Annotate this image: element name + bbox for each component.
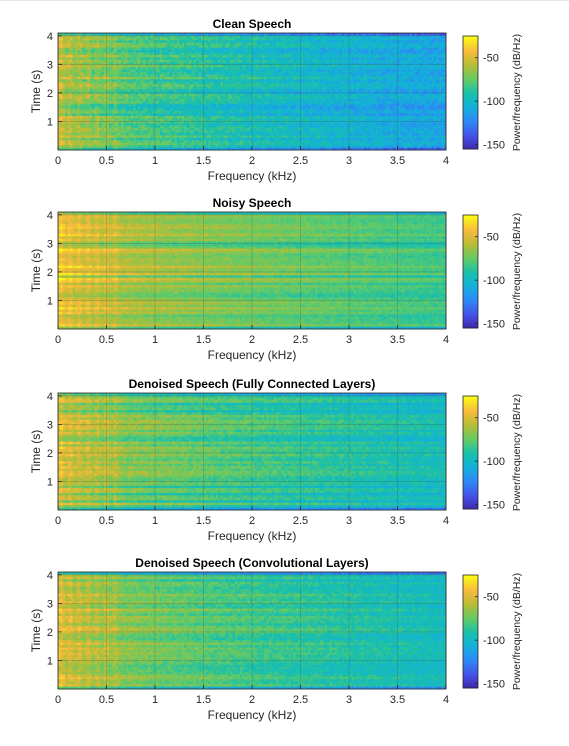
x-tick-label: 0.5	[99, 515, 114, 527]
chart-title: Clean Speech	[213, 17, 292, 31]
x-tick-label: 3.5	[390, 155, 405, 167]
x-tick-label: 2.5	[293, 515, 308, 527]
x-tick-label: 0	[55, 694, 61, 706]
x-axis-label: Frequency (kHz)	[208, 348, 297, 362]
y-tick-label: 1	[47, 655, 53, 667]
colorbar: -50 -100 -150 Power/frequency (dB/Hz)	[463, 394, 523, 512]
y-tick-label: 2	[47, 88, 53, 100]
x-tick-label: 4	[443, 694, 449, 706]
colorbar-tick-label: -100	[483, 635, 505, 647]
y-tick-label: 1	[47, 295, 53, 307]
x-tick-label: 4	[443, 155, 449, 167]
colorbar-tick-label: -50	[483, 53, 499, 65]
y-axis-label: Time (s)	[29, 609, 43, 653]
chart-title: Denoised Speech (Convolutional Layers)	[135, 556, 368, 570]
y-tick-label: 1	[47, 476, 53, 488]
colorbar-tick-label: -100	[483, 456, 505, 468]
spectrogram-panel-1: Clean Speech 0 0.5 1 1.5 2 2.5 3 3.5 4 Frequency (…	[29, 17, 523, 183]
colorbar-tick-label: -150	[483, 679, 505, 691]
colorbar-tick-label: -50	[483, 592, 499, 604]
colorbar-label: Power/frequency (dB/Hz)	[511, 394, 523, 511]
x-tick-label: 1	[152, 155, 158, 167]
y-axis-label: Time (s)	[29, 430, 43, 474]
x-tick-label: 2	[249, 515, 255, 527]
spectrogram-panel-2: Noisy Speech 0 0.5 1 1.5 2 2.5 3 3.5 4 Frequency (…	[29, 196, 523, 362]
x-tick-label: 1	[152, 694, 158, 706]
y-tick-label: 2	[47, 448, 53, 460]
colorbar-tick-label: -150	[483, 140, 505, 152]
spectrogram-panel-4: Denoised Speech (Convolutional Layers) 0 0…	[29, 556, 523, 722]
x-tick-label: 2	[249, 334, 255, 346]
x-tick-label: 1.5	[196, 694, 211, 706]
y-tick-label: 1	[47, 116, 53, 128]
x-tick-label: 0	[55, 334, 61, 346]
x-tick-label: 2	[249, 694, 255, 706]
y-axis-label: Time (s)	[29, 70, 43, 114]
x-tick-label: 0	[55, 155, 61, 167]
colorbar: -50 -100 -150 Power/frequency (dB/Hz)	[463, 34, 523, 152]
x-tick-label: 2.5	[293, 694, 308, 706]
chart-title: Noisy Speech	[213, 196, 292, 210]
x-axis-label: Frequency (kHz)	[208, 708, 297, 722]
x-tick-label: 0	[55, 515, 61, 527]
x-tick-label: 3.5	[390, 515, 405, 527]
y-tick-label: 3	[47, 59, 53, 71]
chart-title: Denoised Speech (Fully Connected Layers)	[129, 377, 376, 391]
x-tick-label: 3	[346, 334, 352, 346]
x-tick-label: 1.5	[196, 155, 211, 167]
x-axis-label: Frequency (kHz)	[208, 529, 297, 543]
colorbar-tick-label: -150	[483, 500, 505, 512]
colorbar-tick-label: -100	[483, 275, 505, 287]
x-axis-label: Frequency (kHz)	[208, 169, 297, 183]
x-tick-label: 3	[346, 515, 352, 527]
y-tick-label: 3	[47, 238, 53, 250]
spectrogram-panel-3: Denoised Speech (Fully Connected Layers)…	[29, 377, 523, 543]
y-tick-label: 4	[47, 31, 53, 43]
colorbar-tick-label: -50	[483, 413, 499, 425]
y-tick-label: 3	[47, 598, 53, 610]
y-tick-label: 3	[47, 419, 53, 431]
x-tick-label: 4	[443, 515, 449, 527]
x-tick-label: 1.5	[196, 334, 211, 346]
y-tick-label: 2	[47, 627, 53, 639]
colorbar: -50 -100 -150 Power/frequency (dB/Hz)	[463, 573, 523, 691]
x-tick-label: 3.5	[390, 334, 405, 346]
x-tick-label: 1	[152, 334, 158, 346]
x-tick-label: 3	[346, 155, 352, 167]
top-divider	[0, 0, 569, 1]
colorbar-tick-label: -100	[483, 96, 505, 108]
x-tick-label: 1	[152, 515, 158, 527]
y-axis-label: Time (s)	[29, 249, 43, 293]
y-tick-label: 4	[47, 391, 53, 403]
y-tick-label: 2	[47, 267, 53, 279]
x-tick-label: 0.5	[99, 334, 114, 346]
colorbar-tick-label: -50	[483, 232, 499, 244]
x-tick-label: 0.5	[99, 694, 114, 706]
x-tick-label: 0.5	[99, 155, 114, 167]
colorbar-label: Power/frequency (dB/Hz)	[511, 573, 523, 690]
x-tick-label: 2	[249, 155, 255, 167]
x-tick-label: 2.5	[293, 155, 308, 167]
x-tick-label: 4	[443, 334, 449, 346]
colorbar-label: Power/frequency (dB/Hz)	[511, 213, 523, 330]
colorbar: -50 -100 -150 Power/frequency (dB/Hz)	[463, 213, 523, 331]
y-tick-label: 4	[47, 570, 53, 582]
x-tick-label: 2.5	[293, 334, 308, 346]
x-tick-label: 3.5	[390, 694, 405, 706]
x-tick-label: 1.5	[196, 515, 211, 527]
x-tick-label: 3	[346, 694, 352, 706]
colorbar-label: Power/frequency (dB/Hz)	[511, 34, 523, 151]
colorbar-tick-label: -150	[483, 319, 505, 331]
y-tick-label: 4	[47, 210, 53, 222]
